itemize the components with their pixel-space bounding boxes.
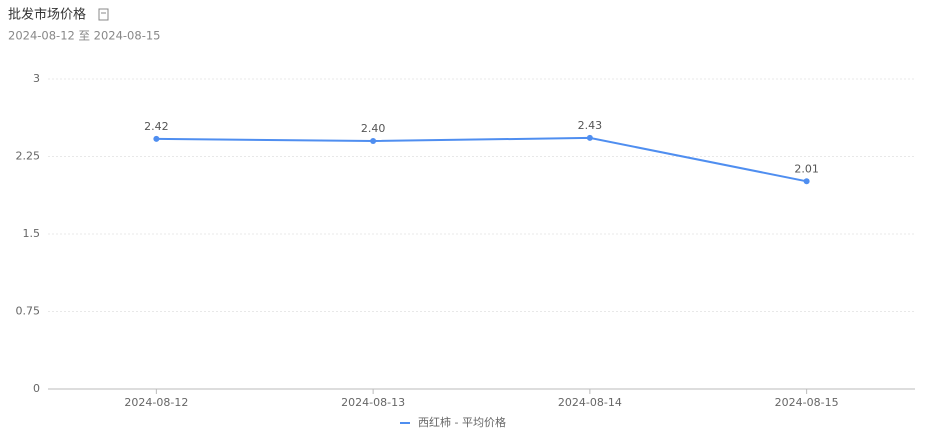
export-icon[interactable] [98, 8, 109, 21]
y-tick-label: 3 [33, 72, 40, 85]
x-tick-label: 2024-08-14 [558, 396, 622, 409]
legend-label: 西红柿 - 平均价格 [418, 415, 506, 429]
x-tick-label: 2024-08-12 [124, 396, 188, 409]
chart-title: 批发市场价格 [8, 7, 86, 23]
point [803, 178, 810, 185]
x-tick-label: 2024-08-15 [775, 396, 839, 409]
y-tick-label: 1.5 [23, 227, 41, 240]
y-tick-label: 0 [33, 382, 40, 395]
icon-frame[interactable] [98, 8, 109, 21]
point [370, 138, 377, 144]
data-label: 2.01 [794, 162, 819, 175]
data-label: 2.42 [144, 120, 169, 133]
data-label: 2.43 [578, 119, 603, 132]
chart-subtitle: 2024-08-12 至 2024-08-15 [8, 29, 160, 43]
series-line [156, 136, 807, 183]
y-tick-label: 2.25 [16, 150, 41, 163]
point [586, 134, 593, 141]
x-tick-label: 2024-08-13 [341, 396, 405, 409]
data-label: 2.40 [361, 122, 386, 135]
point [153, 135, 160, 142]
y-tick-label: 0.75 [16, 305, 41, 318]
